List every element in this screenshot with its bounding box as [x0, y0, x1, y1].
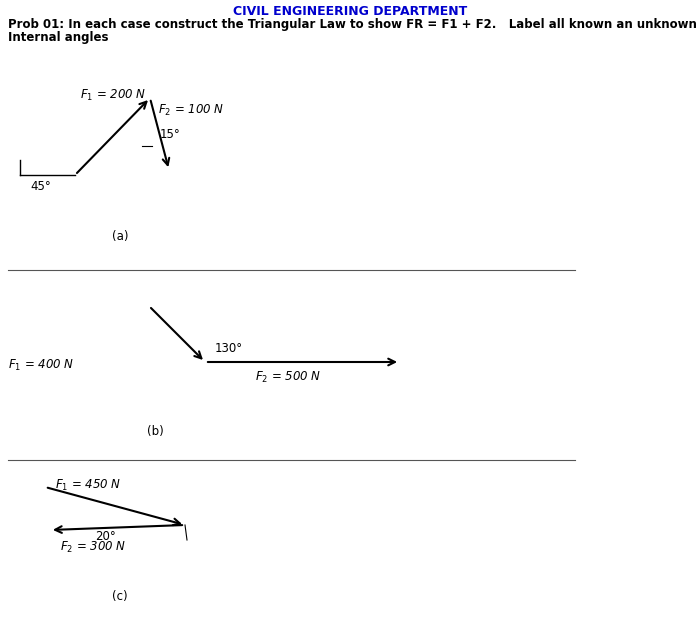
Text: (b): (b) — [146, 425, 163, 438]
Text: $F_2$ = 100 N: $F_2$ = 100 N — [158, 103, 224, 118]
Text: Prob 01: In each case construct the Triangular Law to show FR = F1 + F2.   Label: Prob 01: In each case construct the Tria… — [8, 18, 700, 31]
Text: 20°: 20° — [95, 530, 116, 543]
Text: 15°: 15° — [160, 128, 181, 141]
Text: $F_1$ = 450 N: $F_1$ = 450 N — [55, 478, 121, 493]
Text: $F_2$ = 500 N: $F_2$ = 500 N — [255, 370, 321, 385]
Text: CIVIL ENGINEERING DEPARTMENT: CIVIL ENGINEERING DEPARTMENT — [233, 5, 467, 18]
Text: (a): (a) — [112, 230, 128, 243]
Text: (c): (c) — [112, 590, 128, 603]
Text: Internal angles: Internal angles — [8, 31, 108, 44]
Text: 45°: 45° — [30, 180, 50, 193]
Text: $F_2$ = 300 N: $F_2$ = 300 N — [60, 540, 126, 555]
Text: $F_1$ = 400 N: $F_1$ = 400 N — [8, 358, 74, 373]
Text: $F_1$ = 200 N: $F_1$ = 200 N — [80, 88, 146, 103]
Text: 130°: 130° — [215, 342, 243, 355]
